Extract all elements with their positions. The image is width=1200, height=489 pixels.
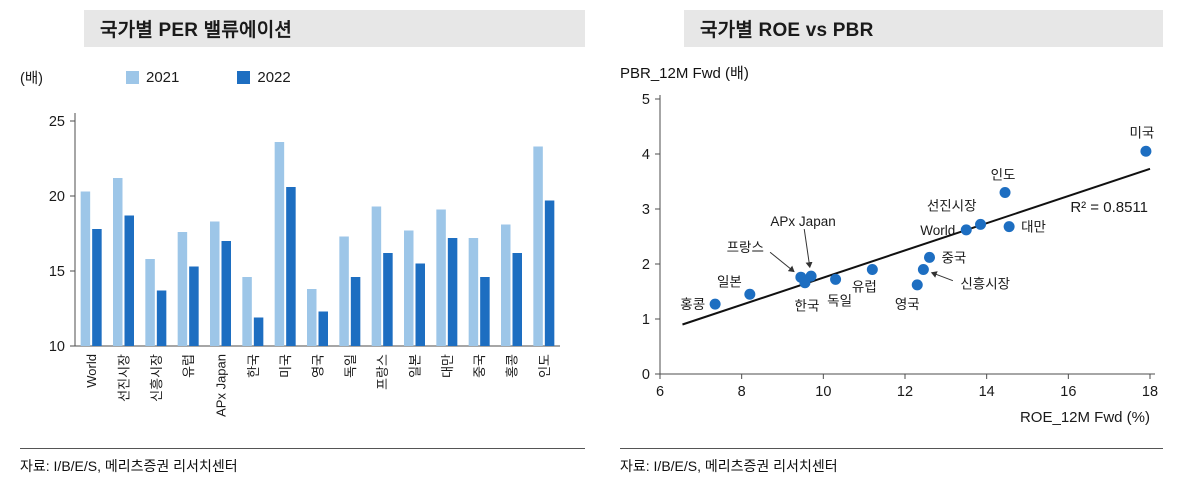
svg-text:독일: 독일 [343, 354, 358, 378]
svg-text:APx Japan: APx Japan [770, 214, 835, 229]
svg-text:인도: 인도 [991, 168, 1016, 183]
svg-text:0: 0 [642, 367, 650, 383]
svg-text:3: 3 [642, 202, 650, 218]
svg-text:독일: 독일 [827, 293, 852, 308]
svg-text:12: 12 [897, 384, 913, 400]
svg-text:14: 14 [979, 384, 995, 400]
pbr-axis-title: PBR_12M Fwd (배) [620, 65, 749, 82]
svg-text:프랑스: 프랑스 [375, 354, 390, 390]
svg-text:미국: 미국 [1129, 125, 1154, 140]
svg-text:한국: 한국 [246, 354, 261, 378]
svg-text:신흥시장: 신흥시장 [960, 277, 1010, 292]
svg-text:인도: 인도 [537, 354, 552, 378]
svg-text:영국: 영국 [311, 354, 326, 378]
svg-text:1: 1 [642, 312, 650, 328]
svg-text:선진시장: 선진시장 [117, 354, 132, 402]
svg-text:15: 15 [49, 264, 65, 280]
svg-text:20: 20 [49, 189, 65, 205]
svg-text:16: 16 [1060, 384, 1076, 400]
svg-text:유럽: 유럽 [181, 354, 196, 378]
svg-text:2: 2 [642, 257, 650, 273]
svg-text:중국: 중국 [942, 250, 967, 265]
svg-text:일본: 일본 [717, 274, 742, 289]
right-chart-title-box: 국가별 ROE vs PBR [684, 10, 1163, 47]
svg-text:18: 18 [1142, 384, 1158, 400]
legend-label-2022: 2022 [257, 68, 291, 86]
roe-pbr-scatter-chart: 0 1 2 3 4 5 6 8 10 12 14 16 18 R² = 0.8511 홍콩 일본 프랑스 APx … [620, 87, 1163, 442]
svg-text:대만: 대만 [440, 354, 455, 378]
legend-item-2021: 2021 [126, 69, 179, 86]
svg-text:6: 6 [656, 384, 664, 400]
legend-swatch-2021-icon [126, 70, 139, 84]
svg-text:홍콩: 홍콩 [505, 354, 520, 378]
svg-text:25: 25 [49, 114, 65, 130]
svg-text:World: World [920, 223, 955, 238]
svg-text:APx Japan: APx Japan [214, 354, 229, 417]
right-chart-title: 국가별 ROE vs PBR [700, 20, 874, 41]
right-source-row: 자료: I/B/E/S, 메리츠증권 리서치센터 [620, 448, 1163, 476]
per-bar-chart: 10 15 20 25 World 선진시장 신흥시장 유럽 APx Japan 한국 미국 영국 독일… [20, 91, 585, 426]
svg-text:8: 8 [738, 384, 746, 400]
svg-text:프랑스: 프랑스 [727, 240, 764, 255]
svg-text:신흥시장: 신흥시장 [149, 354, 164, 402]
left-source-row: 자료: I/B/E/S, 메리츠증권 리서치센터 [20, 448, 585, 476]
svg-text:중국: 중국 [472, 354, 487, 378]
svg-text:한국: 한국 [795, 299, 820, 314]
svg-text:10: 10 [815, 384, 831, 400]
left-chart-title: 국가별 PER 밸류에이션 [100, 20, 293, 41]
svg-text:World: World [84, 354, 99, 388]
legend-label-2021: 2021 [146, 68, 180, 86]
left-chart-legend: (배) 2021 2022 [20, 67, 585, 87]
legend-swatch-2022-icon [237, 70, 251, 84]
svg-text:5: 5 [642, 92, 650, 108]
left-source-text: 자료: I/B/E/S, 메리츠증권 리서치센터 [20, 458, 238, 474]
left-chart-title-box: 국가별 PER 밸류에이션 [84, 10, 585, 47]
svg-text:4: 4 [642, 147, 650, 163]
legend-item-2022: 2022 [237, 68, 291, 86]
right-source-text: 자료: I/B/E/S, 메리츠증권 리서치센터 [620, 458, 838, 474]
svg-text:홍콩: 홍콩 [680, 297, 705, 312]
svg-text:유럽: 유럽 [852, 280, 877, 295]
svg-text:미국: 미국 [278, 354, 293, 378]
svg-text:10: 10 [49, 339, 65, 355]
per-valuation-panel: 국가별 PER 밸류에이션 (배) 2021 2022 10 15 20 25 Worl… [20, 10, 585, 476]
left-y-unit-label: (배) [20, 70, 43, 87]
svg-text:대만: 대만 [1021, 220, 1046, 235]
svg-text:선진시장: 선진시장 [927, 198, 977, 213]
svg-text:영국: 영국 [895, 297, 920, 312]
svg-text:R² = 0.8511: R² = 0.8511 [1070, 199, 1148, 216]
legend-items: 2021 2022 [126, 69, 291, 86]
svg-text:ROE_12M Fwd (%): ROE_12M Fwd (%) [1020, 409, 1150, 426]
svg-text:일본: 일본 [408, 354, 423, 378]
